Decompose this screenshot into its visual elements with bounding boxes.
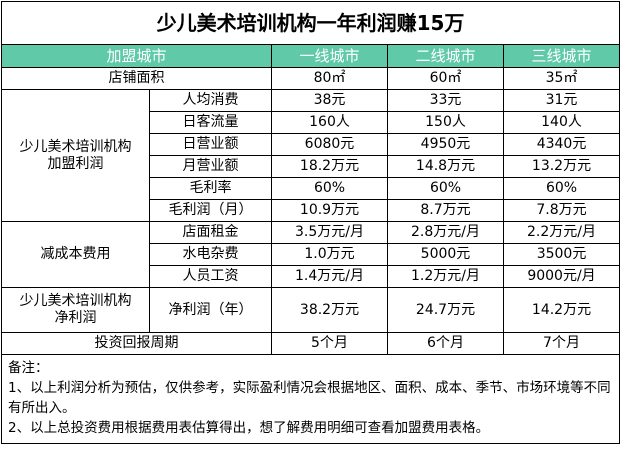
cell-value: 3500元 (502, 243, 620, 266)
row-label: 人均消费 (149, 89, 272, 112)
cost-group-label: 减成本费用 (1, 221, 150, 288)
profit-group-label: 少儿美术培训机构 加盟利润 (1, 89, 150, 222)
cell-value: 60% (271, 177, 388, 200)
cell-value: 60% (387, 177, 504, 200)
cell-value: 24.7万元 (387, 287, 504, 333)
cell-value: 8.7万元 (387, 199, 504, 222)
cell-value: 7个月 (502, 332, 620, 355)
table-row-payback: 投资回报周期 5个月 6个月 7个月 (1, 332, 620, 355)
cell-value: 4950元 (387, 133, 504, 156)
table-row: 月营业额 18.2万元 14.8万元 13.2万元 (2, 155, 620, 178)
area-value: 60㎡ (387, 67, 504, 90)
cell-value: 3.5万元/月 (271, 221, 388, 244)
cell-value: 33元 (387, 89, 504, 112)
table-row-net-profit: 少儿美术培训机构 净利润 净利润（年） 38.2万元 24.7万元 14.2万元 (1, 287, 620, 333)
cell-value: 2.2万元/月 (502, 221, 620, 244)
cell-value: 10.9万元 (271, 199, 388, 222)
row-label: 月营业额 (149, 155, 272, 178)
table-row: 人员工资 1.4万元/月 1.2万元/月 9000元/月 (2, 265, 620, 288)
cell-value: 14.8万元 (387, 155, 504, 178)
notes-cell: 备注： 1、以上利润分析为预估，仅供参考，实际盈利情况会根据地区、面积、成本、季… (0, 354, 620, 444)
cell-value: 6个月 (387, 332, 504, 355)
profit-group-label-line1: 少儿美术培训机构 (19, 138, 132, 155)
net-group-label-line2: 净利润 (54, 310, 97, 326)
net-group-label: 少儿美术培训机构 净利润 (1, 287, 150, 333)
row-label: 店面租金 (149, 221, 272, 244)
area-label: 店铺面积 (1, 67, 272, 90)
row-label: 毛利润（月） (149, 199, 272, 222)
header-city: 加盟城市 (1, 44, 272, 68)
notes-row: 备注： 1、以上利润分析为预估，仅供参考，实际盈利情况会根据地区、面积、成本、季… (0, 354, 620, 444)
cell-value: 4340元 (502, 133, 620, 156)
table-title: 少儿美术培训机构一年利润赚15万 (0, 1, 620, 45)
table-row: 毛利率 60% 60% 60% (2, 177, 620, 200)
cell-value: 5000元 (387, 243, 504, 266)
cell-value: 140人 (502, 111, 620, 134)
cell-value: 38.2万元 (271, 287, 388, 333)
row-label: 日客流量 (149, 111, 272, 134)
table-row: 水电杂费 1.0万元 5000元 3500元 (2, 243, 620, 266)
payback-label: 投资回报周期 (1, 332, 272, 355)
note-line-1: 1、以上利润分析为预估，仅供参考，实际盈利情况会根据地区、面积、成本、季节、市场… (8, 380, 611, 416)
net-group-label-line1: 少儿美术培训机构 (19, 293, 132, 310)
cell-value: 1.0万元 (271, 243, 388, 266)
cell-value: 60% (502, 177, 620, 200)
notes-heading: 备注： (8, 360, 49, 376)
header-tier1: 一线城市 (271, 44, 388, 68)
cell-value: 7.8万元 (502, 199, 620, 222)
profit-table: 少儿美术培训机构一年利润赚15万 加盟城市 一线城市 二线城市 三线城市 店铺面… (0, 1, 620, 444)
note-line-2: 2、以上总投资费用根据费用表估算得出，想了解费用明细可查看加盟费用表格。 (8, 420, 490, 436)
area-value: 35㎡ (502, 67, 620, 90)
row-label: 水电杂费 (149, 243, 272, 266)
cell-value: 160人 (271, 111, 388, 134)
cell-value: 13.2万元 (502, 155, 620, 178)
cell-value: 1.2万元/月 (387, 265, 504, 288)
header-tier3: 三线城市 (502, 44, 620, 68)
cell-value: 38元 (271, 89, 388, 112)
table-row: 少儿美术培训机构 加盟利润 人均消费 38元 33元 31元 (1, 89, 620, 222)
cell-value: 2.8万元/月 (387, 221, 504, 244)
profit-group-label-line2: 加盟利润 (47, 155, 104, 172)
table-row: 毛利润（月） 10.9万元 8.7万元 7.8万元 (2, 199, 620, 222)
row-label: 净利润（年） (149, 287, 272, 333)
cell-value: 14.2万元 (502, 287, 620, 333)
cell-value: 150人 (387, 111, 504, 134)
cell-value: 5个月 (271, 332, 388, 355)
header-tier2: 二线城市 (387, 44, 504, 68)
cell-value: 1.4万元/月 (271, 265, 388, 288)
cell-value: 9000元/月 (502, 265, 620, 288)
cell-value: 31元 (502, 89, 620, 112)
table-row-area: 店铺面积 80㎡ 60㎡ 35㎡ (1, 67, 620, 90)
cell-value: 18.2万元 (271, 155, 388, 178)
row-label: 人员工资 (149, 265, 272, 288)
table-row: 减成本费用 店面租金 3.5万元/月 2.8万元/月 2.2万元/月 (1, 221, 620, 288)
row-label: 毛利率 (149, 177, 272, 200)
area-value: 80㎡ (271, 67, 388, 90)
row-label: 日营业额 (149, 133, 272, 156)
cell-value: 6080元 (271, 133, 388, 156)
